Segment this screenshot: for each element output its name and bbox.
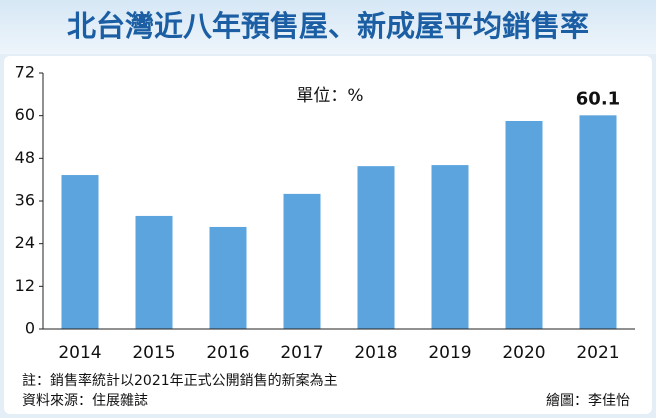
bar xyxy=(357,166,395,329)
y-tick-label: 48 xyxy=(15,148,35,167)
credit: 繪圖：李佳怡 xyxy=(546,392,630,409)
x-tick-label: 2019 xyxy=(428,343,471,363)
y-tick-label: 36 xyxy=(15,191,35,210)
y-tick-label: 0 xyxy=(25,319,35,338)
data-label: 60.1 xyxy=(576,88,620,109)
note: 註：銷售率統計以2021年正式公開銷售的新案為主 xyxy=(22,372,338,389)
title-band xyxy=(0,0,656,54)
y-tick-label: 60 xyxy=(15,105,35,124)
bar xyxy=(209,226,247,329)
y-tick-label: 72 xyxy=(15,63,35,82)
source: 資料來源：住展雜誌 xyxy=(22,393,148,409)
bar xyxy=(61,175,99,329)
bar xyxy=(135,215,173,329)
bar xyxy=(431,165,469,329)
x-tick-label: 2018 xyxy=(354,343,397,363)
chart-title: 北台灣近八年預售屋、新成屋平均銷售率 xyxy=(67,9,589,43)
x-tick-label: 2021 xyxy=(576,343,619,363)
y-tick-label: 24 xyxy=(15,233,35,252)
x-tick-label: 2017 xyxy=(280,343,323,363)
y-tick-label: 12 xyxy=(15,276,35,295)
bar xyxy=(579,115,617,329)
x-tick-label: 2014 xyxy=(58,343,101,363)
bar xyxy=(505,121,543,329)
x-tick-label: 2016 xyxy=(206,343,249,363)
unit-label: 單位：% xyxy=(296,86,363,106)
x-tick-label: 2020 xyxy=(502,343,545,363)
x-tick-label: 2015 xyxy=(132,343,175,363)
bar xyxy=(283,193,321,329)
